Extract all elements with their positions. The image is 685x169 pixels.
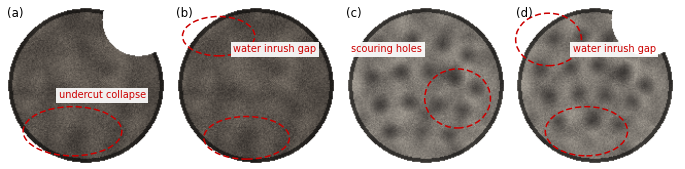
- Text: (a): (a): [7, 7, 23, 20]
- Text: (d): (d): [516, 7, 532, 20]
- Text: water inrush gap: water inrush gap: [233, 44, 316, 54]
- Text: (b): (b): [176, 7, 192, 20]
- Text: scouring holes: scouring holes: [351, 44, 423, 54]
- Text: water inrush gap: water inrush gap: [573, 44, 656, 54]
- Text: undercut collapse: undercut collapse: [58, 90, 146, 100]
- Text: (c): (c): [346, 7, 362, 20]
